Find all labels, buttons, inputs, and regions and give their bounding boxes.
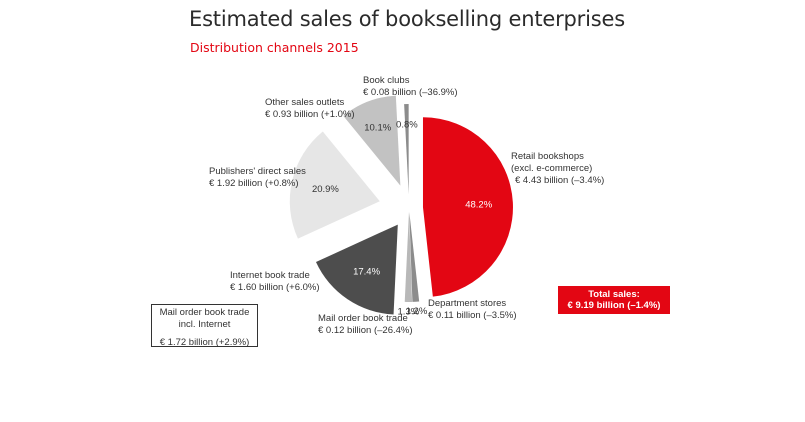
annotation-publishers: Publishers' direct sales € 1.92 billion … <box>209 166 306 190</box>
pct-label-bookclubs: 0.8% <box>396 119 418 130</box>
slice-mailorder <box>404 211 413 302</box>
pct-label-retail: 48.2% <box>465 200 492 211</box>
department-label: Department stores <box>428 298 507 309</box>
total-sales-box: Total sales: € 9.19 billion (–1.4%) <box>558 286 670 314</box>
slice-internet <box>315 224 398 315</box>
total-sales-value: € 9.19 billion (–1.4%) <box>567 300 661 311</box>
slice-publishers <box>289 131 380 239</box>
other-value: € 0.93 billion (+1.0%) <box>265 109 355 120</box>
chart-title: Estimated sales of bookselling enterpris… <box>189 7 625 31</box>
pct-label-publishers: 20.9% <box>312 184 339 195</box>
annotation-mailorder: Mail order book trade € 0.12 billion (–2… <box>318 313 413 337</box>
other-label: Other sales outlets <box>265 97 345 108</box>
mailorder-label: Mail order book trade <box>318 313 408 324</box>
bookclubs-label: Book clubs <box>363 75 410 86</box>
pct-label-department: 1.2% <box>406 306 428 317</box>
pct-label-other: 10.1% <box>364 122 391 133</box>
retail-label: Retail bookshops (excl. e-commerce) <box>511 151 593 174</box>
mailorder-value: € 0.12 billion (–26.4%) <box>318 325 413 336</box>
mail-order-total-box: Mail order book trade incl. Internet € 1… <box>151 304 258 348</box>
bookclubs-value: € 0.08 billion (–36.9%) <box>363 87 458 98</box>
mail-order-total-value: € 1.72 billion (+2.9%) <box>159 337 250 348</box>
slice-other <box>343 95 401 186</box>
internet-label: Internet book trade <box>230 270 310 281</box>
mail-order-total-label: Mail order book trade incl. Internet <box>159 307 250 330</box>
retail-value: € 4.43 billion (–3.4%) <box>515 175 605 186</box>
annotation-retail: Retail bookshops (excl. e-commerce) € 4.… <box>511 151 604 187</box>
slice-retail <box>422 117 513 297</box>
total-sales-label: Total sales: <box>588 289 640 300</box>
department-value: € 0.11 billion (–3.5%) <box>428 310 517 321</box>
annotation-internet: Internet book trade € 1.60 billion (+6.0… <box>230 270 320 294</box>
internet-value: € 1.60 billion (+6.0%) <box>230 282 320 293</box>
publishers-value: € 1.92 billion (+0.8%) <box>209 178 299 189</box>
annotation-other: Other sales outlets € 0.93 billion (+1.0… <box>265 97 355 121</box>
pct-label-mailorder: 1.3% <box>398 306 420 317</box>
annotation-department: Department stores € 0.11 billion (–3.5%) <box>428 298 517 322</box>
publishers-label: Publishers' direct sales <box>209 166 306 177</box>
pct-label-internet: 17.4% <box>353 266 380 277</box>
slice-bookclubs <box>404 104 409 195</box>
chart-subtitle: Distribution channels 2015 <box>190 40 359 55</box>
slice-department <box>409 211 420 302</box>
annotation-bookclubs: Book clubs € 0.08 billion (–36.9%) <box>363 75 458 99</box>
